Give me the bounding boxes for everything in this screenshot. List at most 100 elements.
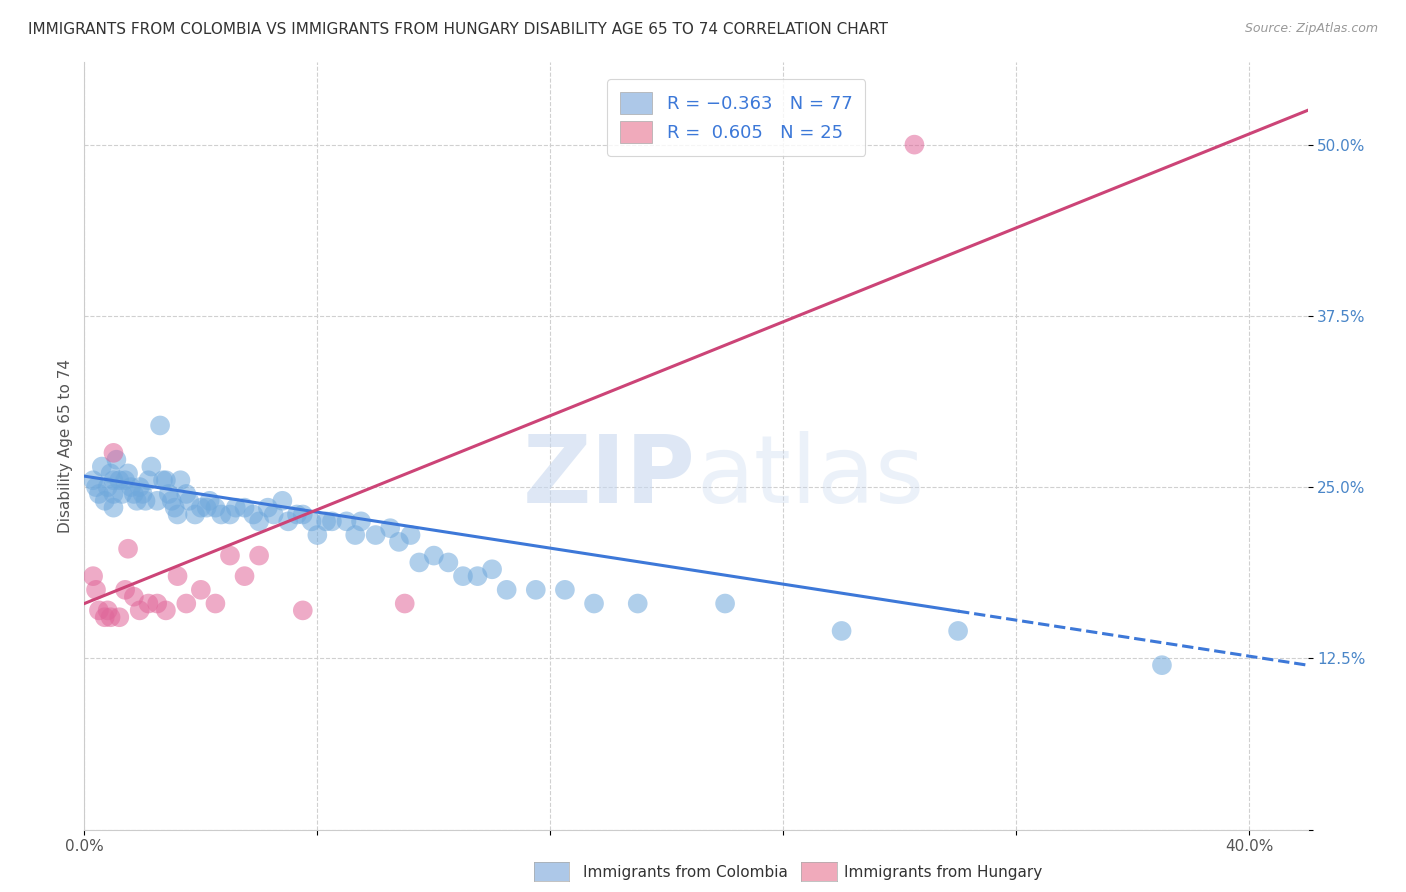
Point <box>103 473 125 487</box>
Point <box>160 493 183 508</box>
Point <box>105 452 128 467</box>
Point <box>114 582 136 597</box>
Point <box>233 569 256 583</box>
Text: IMMIGRANTS FROM COLOMBIA VS IMMIGRANTS FROM HUNGARY DISABILITY AGE 65 TO 74 CORR: IMMIGRANTS FROM COLOMBIA VS IMMIGRANTS F… <box>28 22 889 37</box>
Point <box>108 610 131 624</box>
Point <box>481 562 503 576</box>
Point <box>84 480 107 494</box>
Text: Immigrants from Colombia: Immigrants from Colombia <box>583 865 789 880</box>
Point <box>82 473 104 487</box>
Point <box>97 603 120 617</box>
Point <box>247 549 270 563</box>
Point <box>321 514 343 528</box>
Point <box>350 514 373 528</box>
Point <box>103 500 125 515</box>
Point <box>903 137 925 152</box>
Point <box>138 473 160 487</box>
Point <box>138 597 160 611</box>
Point <box>204 597 226 611</box>
Point <box>155 603 177 617</box>
Point <box>125 493 148 508</box>
Point <box>315 514 337 528</box>
Point <box>291 508 314 522</box>
Point <box>524 582 547 597</box>
Point <box>437 556 460 570</box>
Point <box>114 473 136 487</box>
Text: Immigrants from Hungary: Immigrants from Hungary <box>844 865 1042 880</box>
Point <box>946 624 969 638</box>
Point <box>257 500 280 515</box>
Point <box>554 582 576 597</box>
Point <box>451 569 474 583</box>
Point <box>242 508 264 522</box>
Point <box>174 487 197 501</box>
Point <box>583 597 606 611</box>
Point <box>408 556 430 570</box>
Point <box>277 514 299 528</box>
Point <box>149 418 172 433</box>
Point <box>166 508 188 522</box>
Point <box>335 514 357 528</box>
Point <box>120 480 142 494</box>
Point <box>103 446 125 460</box>
Point <box>394 597 416 611</box>
Point <box>108 473 131 487</box>
Text: ZIP: ZIP <box>523 431 696 523</box>
Point <box>291 603 314 617</box>
Point <box>128 480 150 494</box>
Point <box>117 467 139 481</box>
Point <box>209 508 232 522</box>
Point <box>423 549 446 563</box>
Point <box>100 467 122 481</box>
Point <box>467 569 489 583</box>
Point <box>184 508 207 522</box>
Point <box>135 493 157 508</box>
Point <box>364 528 387 542</box>
Point <box>179 493 201 508</box>
Point <box>117 541 139 556</box>
Point <box>831 624 853 638</box>
Point <box>103 487 125 501</box>
Point <box>198 493 221 508</box>
Point <box>190 500 212 515</box>
Point <box>84 582 107 597</box>
Point <box>163 500 186 515</box>
Point <box>157 487 180 501</box>
Point <box>344 528 367 542</box>
Point <box>146 597 169 611</box>
Point <box>714 597 737 611</box>
Point <box>111 487 134 501</box>
Legend: R = −0.363   N = 77, R =  0.605   N = 25: R = −0.363 N = 77, R = 0.605 N = 25 <box>607 79 865 156</box>
Point <box>155 473 177 487</box>
Point <box>166 569 188 583</box>
Point <box>301 514 323 528</box>
Point <box>399 528 422 542</box>
Point <box>219 549 242 563</box>
Point <box>87 603 110 617</box>
Point <box>388 535 411 549</box>
Point <box>495 582 517 597</box>
Point <box>219 508 242 522</box>
Point <box>90 459 112 474</box>
Point <box>146 493 169 508</box>
Point <box>97 480 120 494</box>
Point <box>307 528 329 542</box>
Point <box>87 487 110 501</box>
Point <box>195 500 218 515</box>
Point <box>263 508 285 522</box>
Text: atlas: atlas <box>696 431 924 523</box>
Point <box>93 493 115 508</box>
Point <box>122 590 145 604</box>
Point <box>169 473 191 487</box>
Point <box>1150 658 1173 673</box>
Point <box>380 521 402 535</box>
Point <box>285 508 308 522</box>
Point <box>122 487 145 501</box>
Y-axis label: Disability Age 65 to 74: Disability Age 65 to 74 <box>58 359 73 533</box>
Point <box>627 597 650 611</box>
Point <box>152 473 174 487</box>
Point <box>82 569 104 583</box>
Point <box>190 582 212 597</box>
Point <box>247 514 270 528</box>
Point <box>93 610 115 624</box>
